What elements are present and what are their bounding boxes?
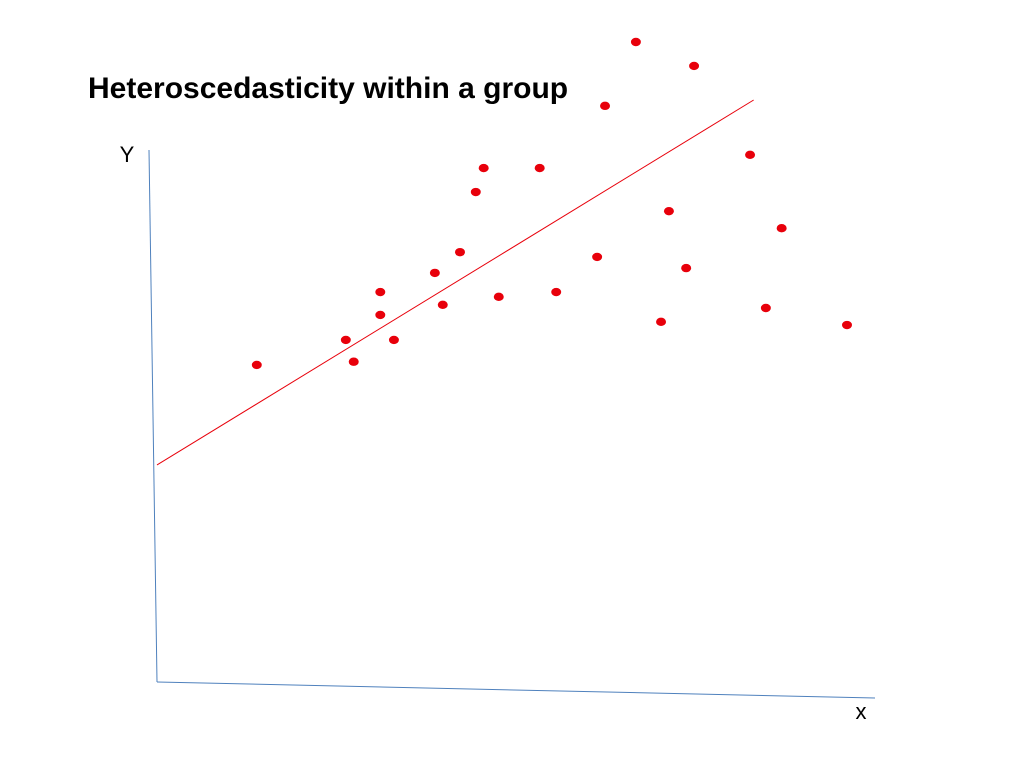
x-axis [156,681,876,699]
data-point [493,292,504,302]
data-point [663,206,674,216]
data-point [600,101,611,111]
data-point [745,150,756,159]
data-point [478,163,489,173]
data-point [656,317,667,327]
data-point [534,163,545,173]
data-point [592,252,603,262]
fit-line [156,99,754,466]
data-point [681,263,692,273]
data-point [689,61,700,71]
chart-title: Heteroscedasticity within a group [88,72,568,105]
data-point [470,187,481,197]
data-point [340,335,351,345]
data-point [348,357,359,366]
x-axis-label: x [856,699,867,724]
data-point [437,300,448,310]
data-point [630,37,641,47]
y-axis-label: Y [120,142,135,167]
data-point [760,303,771,313]
data-point [375,310,386,320]
data-point [429,268,440,278]
y-axis [148,149,158,683]
data-point [388,335,399,345]
data-point [251,360,262,370]
data-point [454,247,465,257]
data-point [841,320,852,330]
data-point [375,287,386,297]
data-point [551,287,562,297]
data-point [776,224,787,233]
